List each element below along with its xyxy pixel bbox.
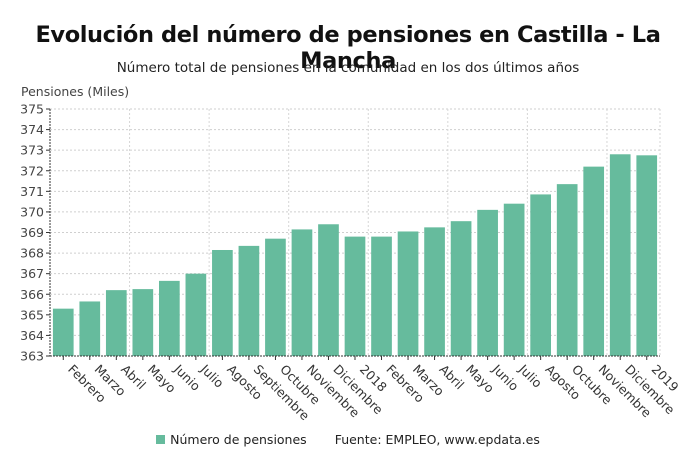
bar (52, 308, 74, 356)
chart-title: Evolución del número de pensiones en Cas… (35, 22, 661, 74)
bar (159, 280, 180, 356)
bar (371, 236, 392, 356)
bar (291, 229, 313, 356)
legend-series-label: Número de pensiones (170, 432, 307, 447)
axes (46, 108, 660, 360)
bar (265, 238, 286, 356)
x-tick-label: Mayo (463, 362, 497, 396)
y-tick-label: 370 (20, 204, 44, 219)
bar (583, 166, 605, 356)
bar (344, 236, 366, 356)
x-tick-label: Julio (515, 361, 545, 391)
bar (609, 154, 631, 356)
y-axis-label: Pensiones (Miles) (21, 84, 130, 99)
bar (636, 155, 658, 356)
bar (450, 221, 472, 356)
bar (185, 273, 207, 356)
bar (477, 209, 498, 356)
y-tick-label: 375 (20, 102, 44, 117)
y-tick-label: 371 (20, 184, 44, 199)
y-tick-label: 367 (20, 266, 44, 281)
bar (132, 289, 154, 356)
y-tick-label: 365 (20, 307, 44, 322)
y-tick-label: 373 (20, 143, 44, 158)
y-tick-label: 368 (20, 246, 44, 261)
bars (52, 154, 658, 356)
bar (318, 224, 339, 356)
x-tick-label: Junio (489, 361, 522, 394)
bar (105, 290, 127, 356)
y-tick-label: 366 (20, 287, 44, 302)
bar (212, 249, 233, 356)
x-tick-labels: FebreroMarzoAbrilMayoJunioJulioAgostoSep… (65, 361, 682, 424)
y-tick-label: 363 (20, 349, 44, 364)
y-tick-label: 374 (20, 122, 44, 137)
source-text: Fuente: EMPLEO, www.epdata.es (334, 432, 540, 447)
legend-swatch-icon (156, 435, 166, 444)
y-tick-label: 364 (20, 328, 44, 343)
x-tick-label: Junio (171, 361, 204, 394)
bar (530, 194, 551, 356)
bar (503, 203, 525, 356)
chart-subtitle: Número total de pensiones en la comunida… (116, 60, 580, 76)
bar (238, 245, 260, 356)
x-tick-label: Julio (197, 361, 227, 391)
legend: Número de pensiones Fuente: EMPLEO, www.e… (0, 432, 696, 447)
y-tick-label: 372 (20, 163, 44, 178)
y-tick-labels: 363 364 365 366 367 368 369 370 371 372 373 374 375 (20, 102, 44, 364)
bar (79, 301, 101, 356)
y-tick-label: 369 (20, 225, 44, 240)
bar (397, 231, 419, 356)
bar (556, 184, 578, 356)
x-tick-label: Mayo (145, 362, 179, 396)
bar (424, 227, 445, 356)
